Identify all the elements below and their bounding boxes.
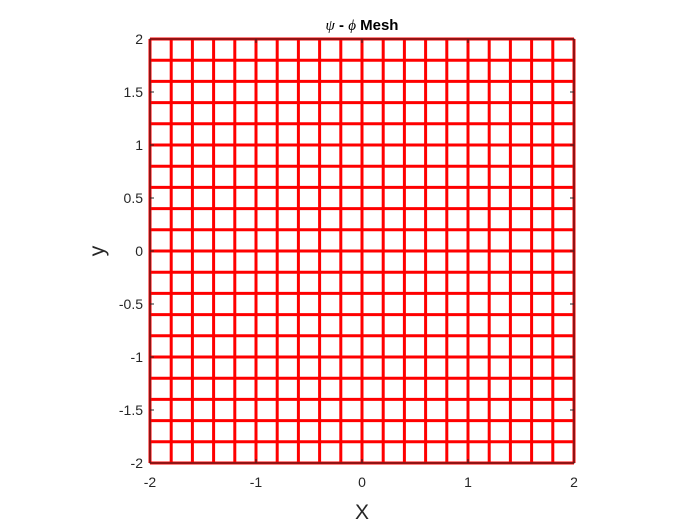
- x-tick-label: 1: [464, 474, 472, 490]
- y-tick-label: 0: [135, 243, 143, 259]
- y-tick-label: -1.5: [119, 402, 143, 418]
- y-tick-label: 1: [135, 137, 143, 153]
- y-tick-labels: -2 -1.5 -1 -0.5 0 0.5 1 1.5 2: [119, 31, 143, 471]
- y-tick-label: 0.5: [124, 190, 144, 206]
- x-tick-labels: -2 -1 0 1 2: [144, 474, 578, 490]
- x-tick-label: -1: [250, 474, 263, 490]
- x-tick-label: -2: [144, 474, 157, 490]
- y-tick-label: -2: [131, 455, 144, 471]
- x-axis-label: X: [355, 501, 369, 524]
- y-tick-label: 1.5: [124, 84, 144, 100]
- title-mesh-word: Mesh: [356, 17, 399, 34]
- mesh-lines: [148, 37, 576, 465]
- y-tick-label: 2: [135, 31, 143, 47]
- x-tick-label: 2: [570, 474, 578, 490]
- axis-ticks: [149, 38, 575, 464]
- y-tick-label: -0.5: [119, 296, 143, 312]
- chart-title: ψ - ϕ Mesh: [326, 17, 399, 34]
- title-separator: -: [335, 17, 348, 34]
- title-phi-symbol: ϕ: [348, 18, 356, 34]
- y-axis-label: y: [86, 245, 109, 256]
- title-psi-symbol: ψ: [326, 18, 336, 34]
- x-tick-label: 0: [358, 474, 366, 490]
- y-tick-label: -1: [131, 349, 144, 365]
